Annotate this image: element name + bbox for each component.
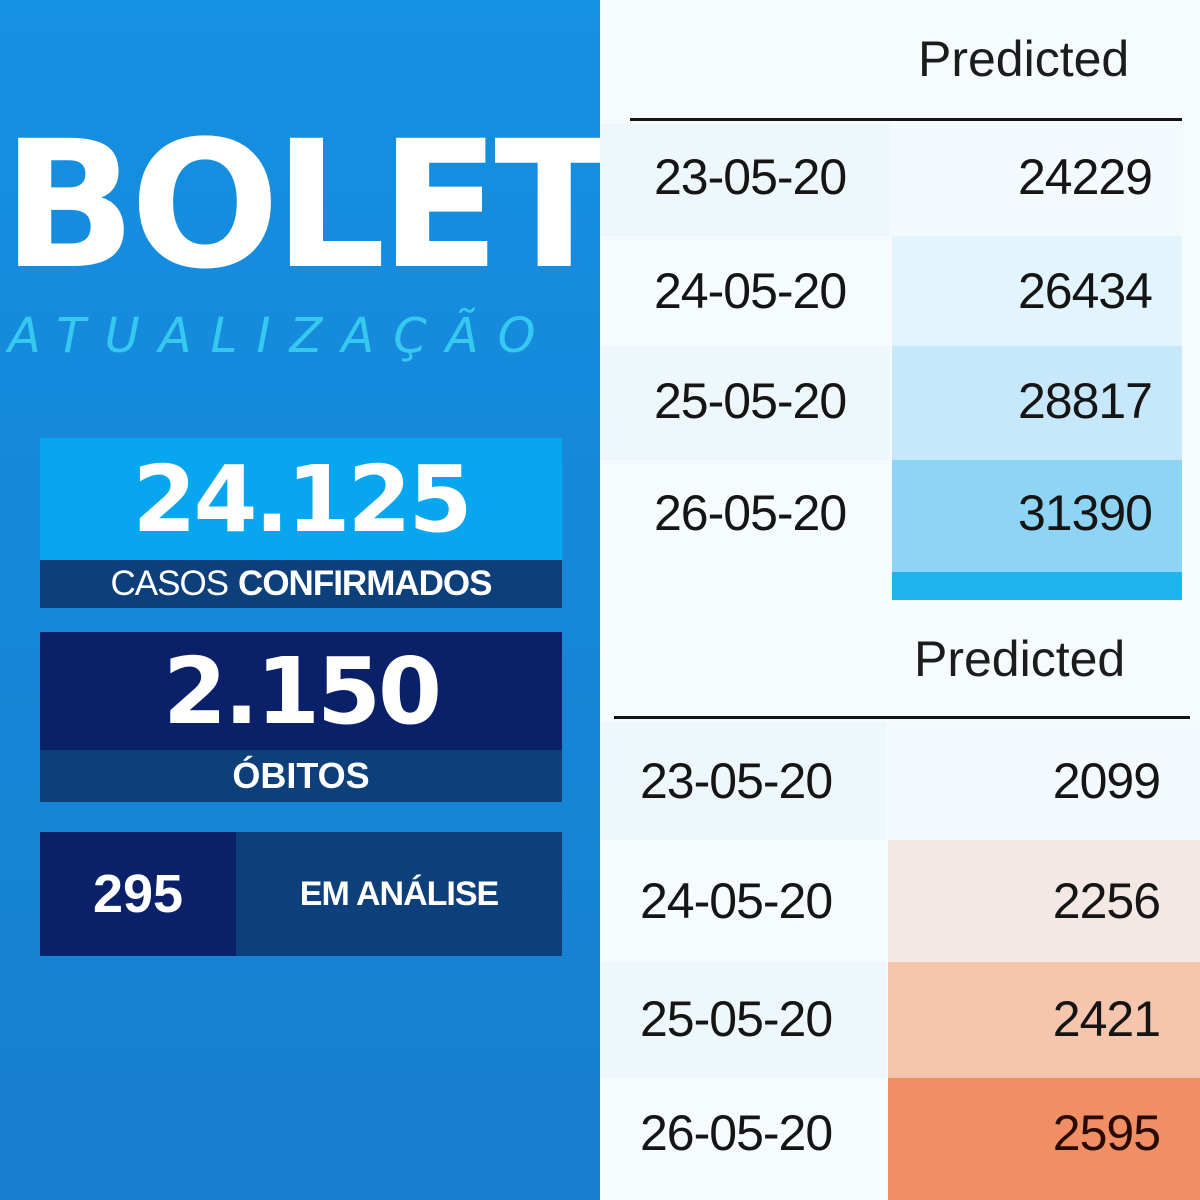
date-cell-bg	[600, 1078, 886, 1200]
table-row: 23-05-20 2099	[600, 722, 1200, 840]
row-date: 26-05-20	[654, 485, 847, 541]
deaths-label: ÓBITOS	[40, 750, 562, 802]
confirmed-cases-box: 24.125 CASOS CONFIRMADOS	[40, 438, 562, 608]
date-cell-bg	[600, 460, 890, 572]
header-divider	[630, 118, 1182, 121]
confirmed-cases-label-bold: CONFIRMADOS	[238, 564, 492, 603]
row-value: 2099	[1052, 753, 1161, 809]
value-cell-bg	[890, 124, 1182, 236]
table-row: 26-05-20 31390	[600, 460, 1200, 572]
predicted-cases-header: Predicted	[918, 31, 1130, 87]
predicted-deaths-header: Predicted	[914, 631, 1126, 687]
predicted-deaths-table: Predicted 23-05-20 2099 24-05-20 2256 25…	[600, 600, 1200, 1200]
date-cell-bg	[600, 346, 890, 460]
bulletin-subtitle: ATUALIZAÇÃO	[8, 308, 555, 364]
row-date: 24-05-20	[654, 263, 847, 319]
predicted-cases-table: Predicted 23-05-20 24229 24-05-20 26434 …	[600, 0, 1200, 600]
row-value: 2256	[1052, 873, 1161, 929]
value-cell-bg	[892, 236, 1182, 346]
bulletin-title: BOLET	[2, 103, 600, 308]
value-cell-bg	[892, 460, 1182, 572]
under-analysis-value: 295	[40, 832, 236, 956]
value-cell-bg	[892, 346, 1182, 460]
row-value: 24229	[1017, 149, 1153, 205]
row-date: 26-05-20	[640, 1105, 833, 1161]
row-value: 2421	[1052, 991, 1161, 1047]
table-row: 25-05-20 2421	[600, 962, 1200, 1078]
row-value: 2595	[1052, 1105, 1161, 1161]
value-cell-bg-tail	[892, 572, 1182, 600]
row-date: 25-05-20	[654, 373, 847, 429]
table-row: 24-05-20 26434	[600, 236, 1200, 346]
confirmed-cases-label: CASOS CONFIRMADOS	[40, 560, 562, 608]
date-cell-bg	[600, 962, 886, 1078]
table-row: 24-05-20 2256	[600, 840, 1200, 962]
value-cell-bg	[888, 1078, 1200, 1200]
table-row: 23-05-20 24229	[600, 124, 1200, 236]
row-date: 25-05-20	[640, 991, 833, 1047]
table-row: 25-05-20 28817	[600, 346, 1200, 460]
value-cell-bg	[886, 722, 1200, 840]
value-cell-bg	[888, 962, 1200, 1078]
row-value: 31390	[1017, 485, 1153, 541]
row-value: 28817	[1017, 373, 1153, 429]
date-cell-bg	[600, 124, 890, 236]
row-date: 24-05-20	[640, 873, 833, 929]
row-date: 23-05-20	[640, 753, 833, 809]
under-analysis-label: EM ANÁLISE	[236, 832, 562, 956]
date-cell-bg	[600, 722, 886, 840]
deaths-box: 2.150 ÓBITOS	[40, 632, 562, 802]
date-cell-bg	[600, 840, 886, 962]
table-row: 26-05-20 2595	[600, 1078, 1200, 1200]
header-divider	[614, 716, 1190, 719]
value-cell-bg	[888, 840, 1200, 962]
under-analysis-box: 295 EM ANÁLISE	[40, 832, 562, 956]
date-cell-bg	[600, 236, 890, 346]
deaths-value: 2.150	[40, 632, 562, 750]
row-date: 23-05-20	[654, 149, 847, 205]
confirmed-cases-value: 24.125	[40, 438, 562, 560]
bulletin-panel: BOLET ATUALIZAÇÃO 24.125 CASOS CONFIRMAD…	[0, 0, 600, 1200]
confirmed-cases-label-light: CASOS	[110, 564, 230, 603]
row-value: 26434	[1017, 263, 1153, 319]
